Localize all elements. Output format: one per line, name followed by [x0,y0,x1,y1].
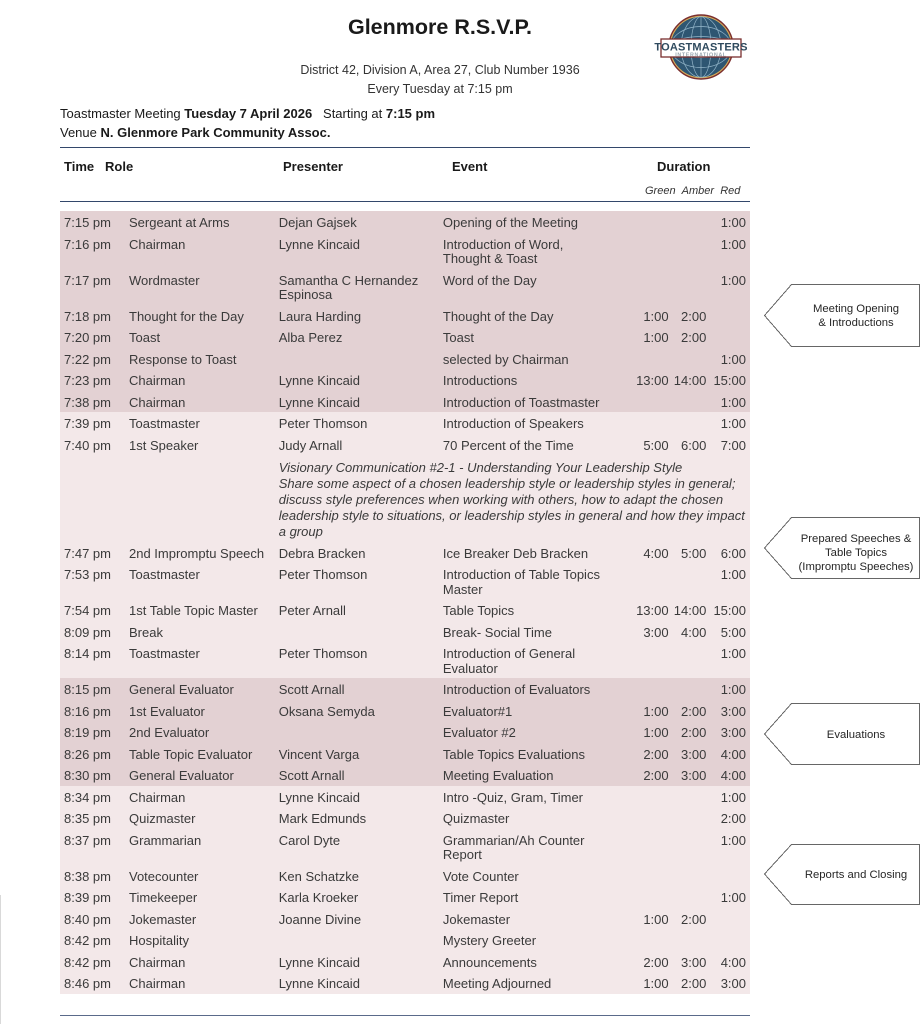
svg-text:Table Topics: Table Topics [825,547,887,559]
svg-text:Reports and Closing: Reports and Closing [805,869,907,881]
svg-text:INTERNATIONAL: INTERNATIONAL [675,53,727,59]
svg-text:Meeting Opening: Meeting Opening [813,303,899,315]
svg-text:& Introductions: & Introductions [818,317,894,329]
svg-text:(Impromptu Speeches): (Impromptu Speeches) [799,561,914,573]
svg-text:Evaluations: Evaluations [827,729,886,741]
svg-text:Prepared Speeches &: Prepared Speeches & [801,533,912,545]
svg-text:TOASTMASTERS: TOASTMASTERS [654,42,747,54]
